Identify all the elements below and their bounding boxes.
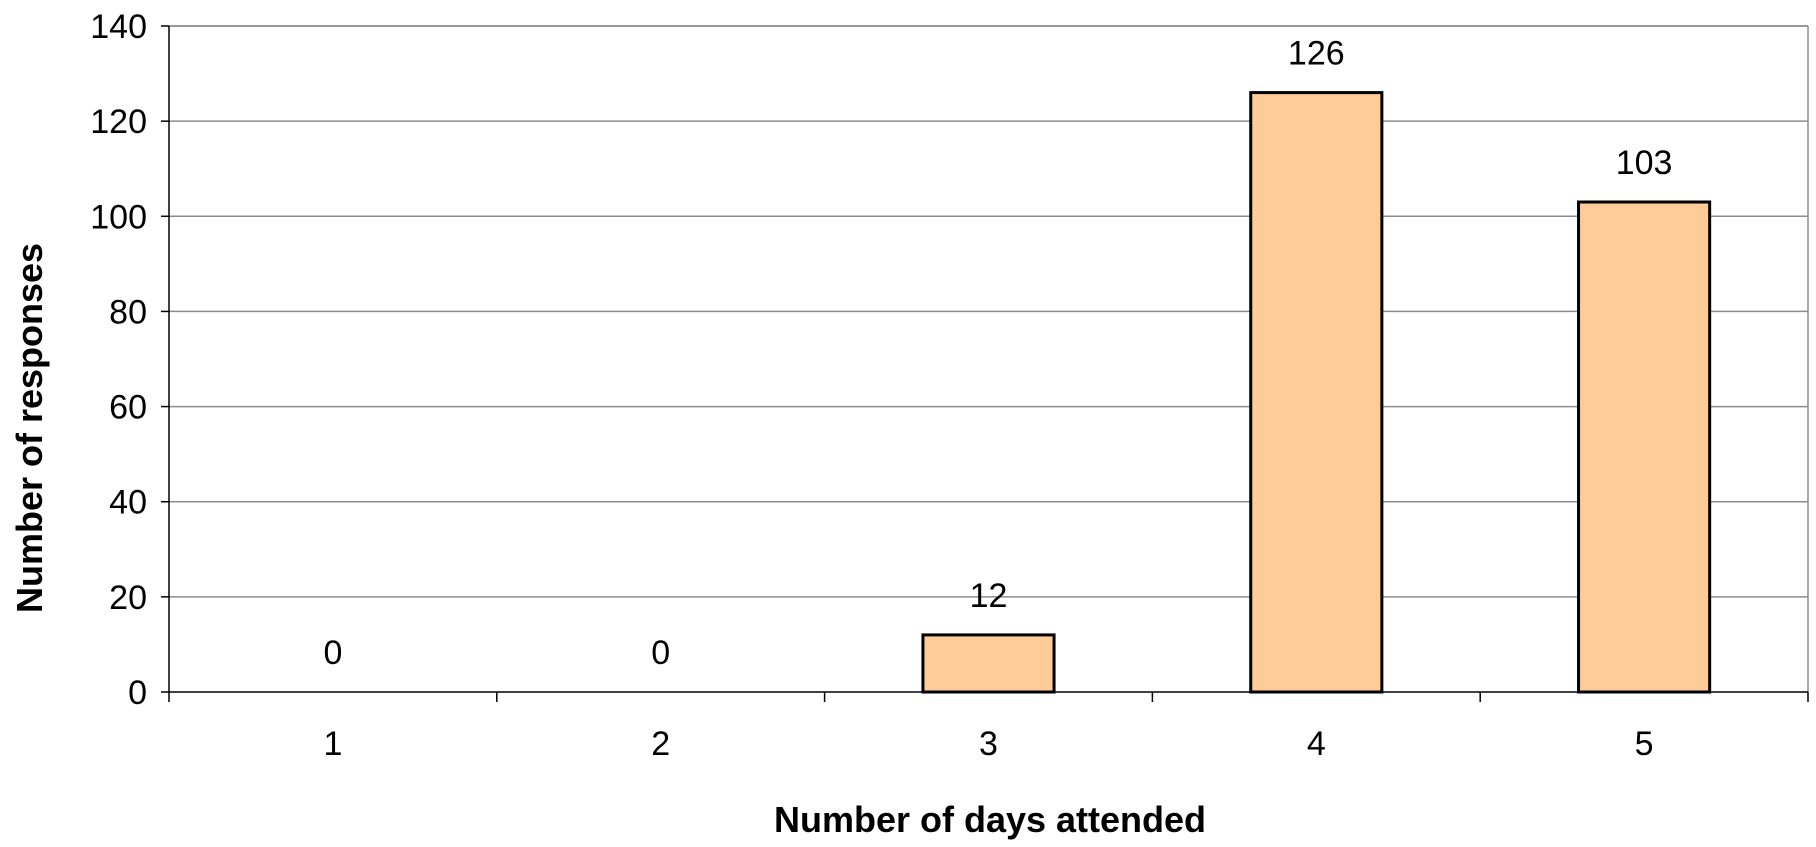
bar bbox=[1577, 200, 1712, 694]
data-label: 0 bbox=[651, 634, 670, 672]
y-tick-label: 80 bbox=[109, 293, 147, 331]
y-tick-label: 140 bbox=[90, 8, 147, 46]
data-label: 126 bbox=[1288, 35, 1345, 73]
x-tick-label: 4 bbox=[1307, 725, 1326, 763]
y-tick-label: 0 bbox=[128, 674, 147, 712]
labels: 0 20 40 60 80 100 120 140 0 1 0 2 12 3 126 4 103 5 bbox=[90, 8, 1672, 763]
x-tick-label: 3 bbox=[979, 725, 998, 763]
x-tick-label: 1 bbox=[323, 725, 342, 763]
x-tick-label: 5 bbox=[1635, 725, 1654, 763]
y-tick-label: 100 bbox=[90, 198, 147, 236]
y-axis-title: Number of responses bbox=[9, 243, 50, 613]
y-tick-label: 20 bbox=[109, 579, 147, 617]
bar bbox=[1249, 91, 1384, 694]
data-label: 103 bbox=[1616, 144, 1673, 182]
data-label: 0 bbox=[323, 634, 342, 672]
y-tick-label: 60 bbox=[109, 389, 147, 427]
bar bbox=[921, 633, 1056, 694]
bars bbox=[921, 91, 1712, 694]
gridlines bbox=[169, 25, 1809, 692]
x-tick-label: 2 bbox=[651, 725, 670, 763]
y-tick-label: 120 bbox=[90, 103, 147, 141]
data-label: 12 bbox=[970, 577, 1008, 615]
y-tick-label: 40 bbox=[109, 484, 147, 522]
axes bbox=[161, 25, 1809, 702]
x-axis-title: Number of days attended bbox=[774, 799, 1206, 840]
